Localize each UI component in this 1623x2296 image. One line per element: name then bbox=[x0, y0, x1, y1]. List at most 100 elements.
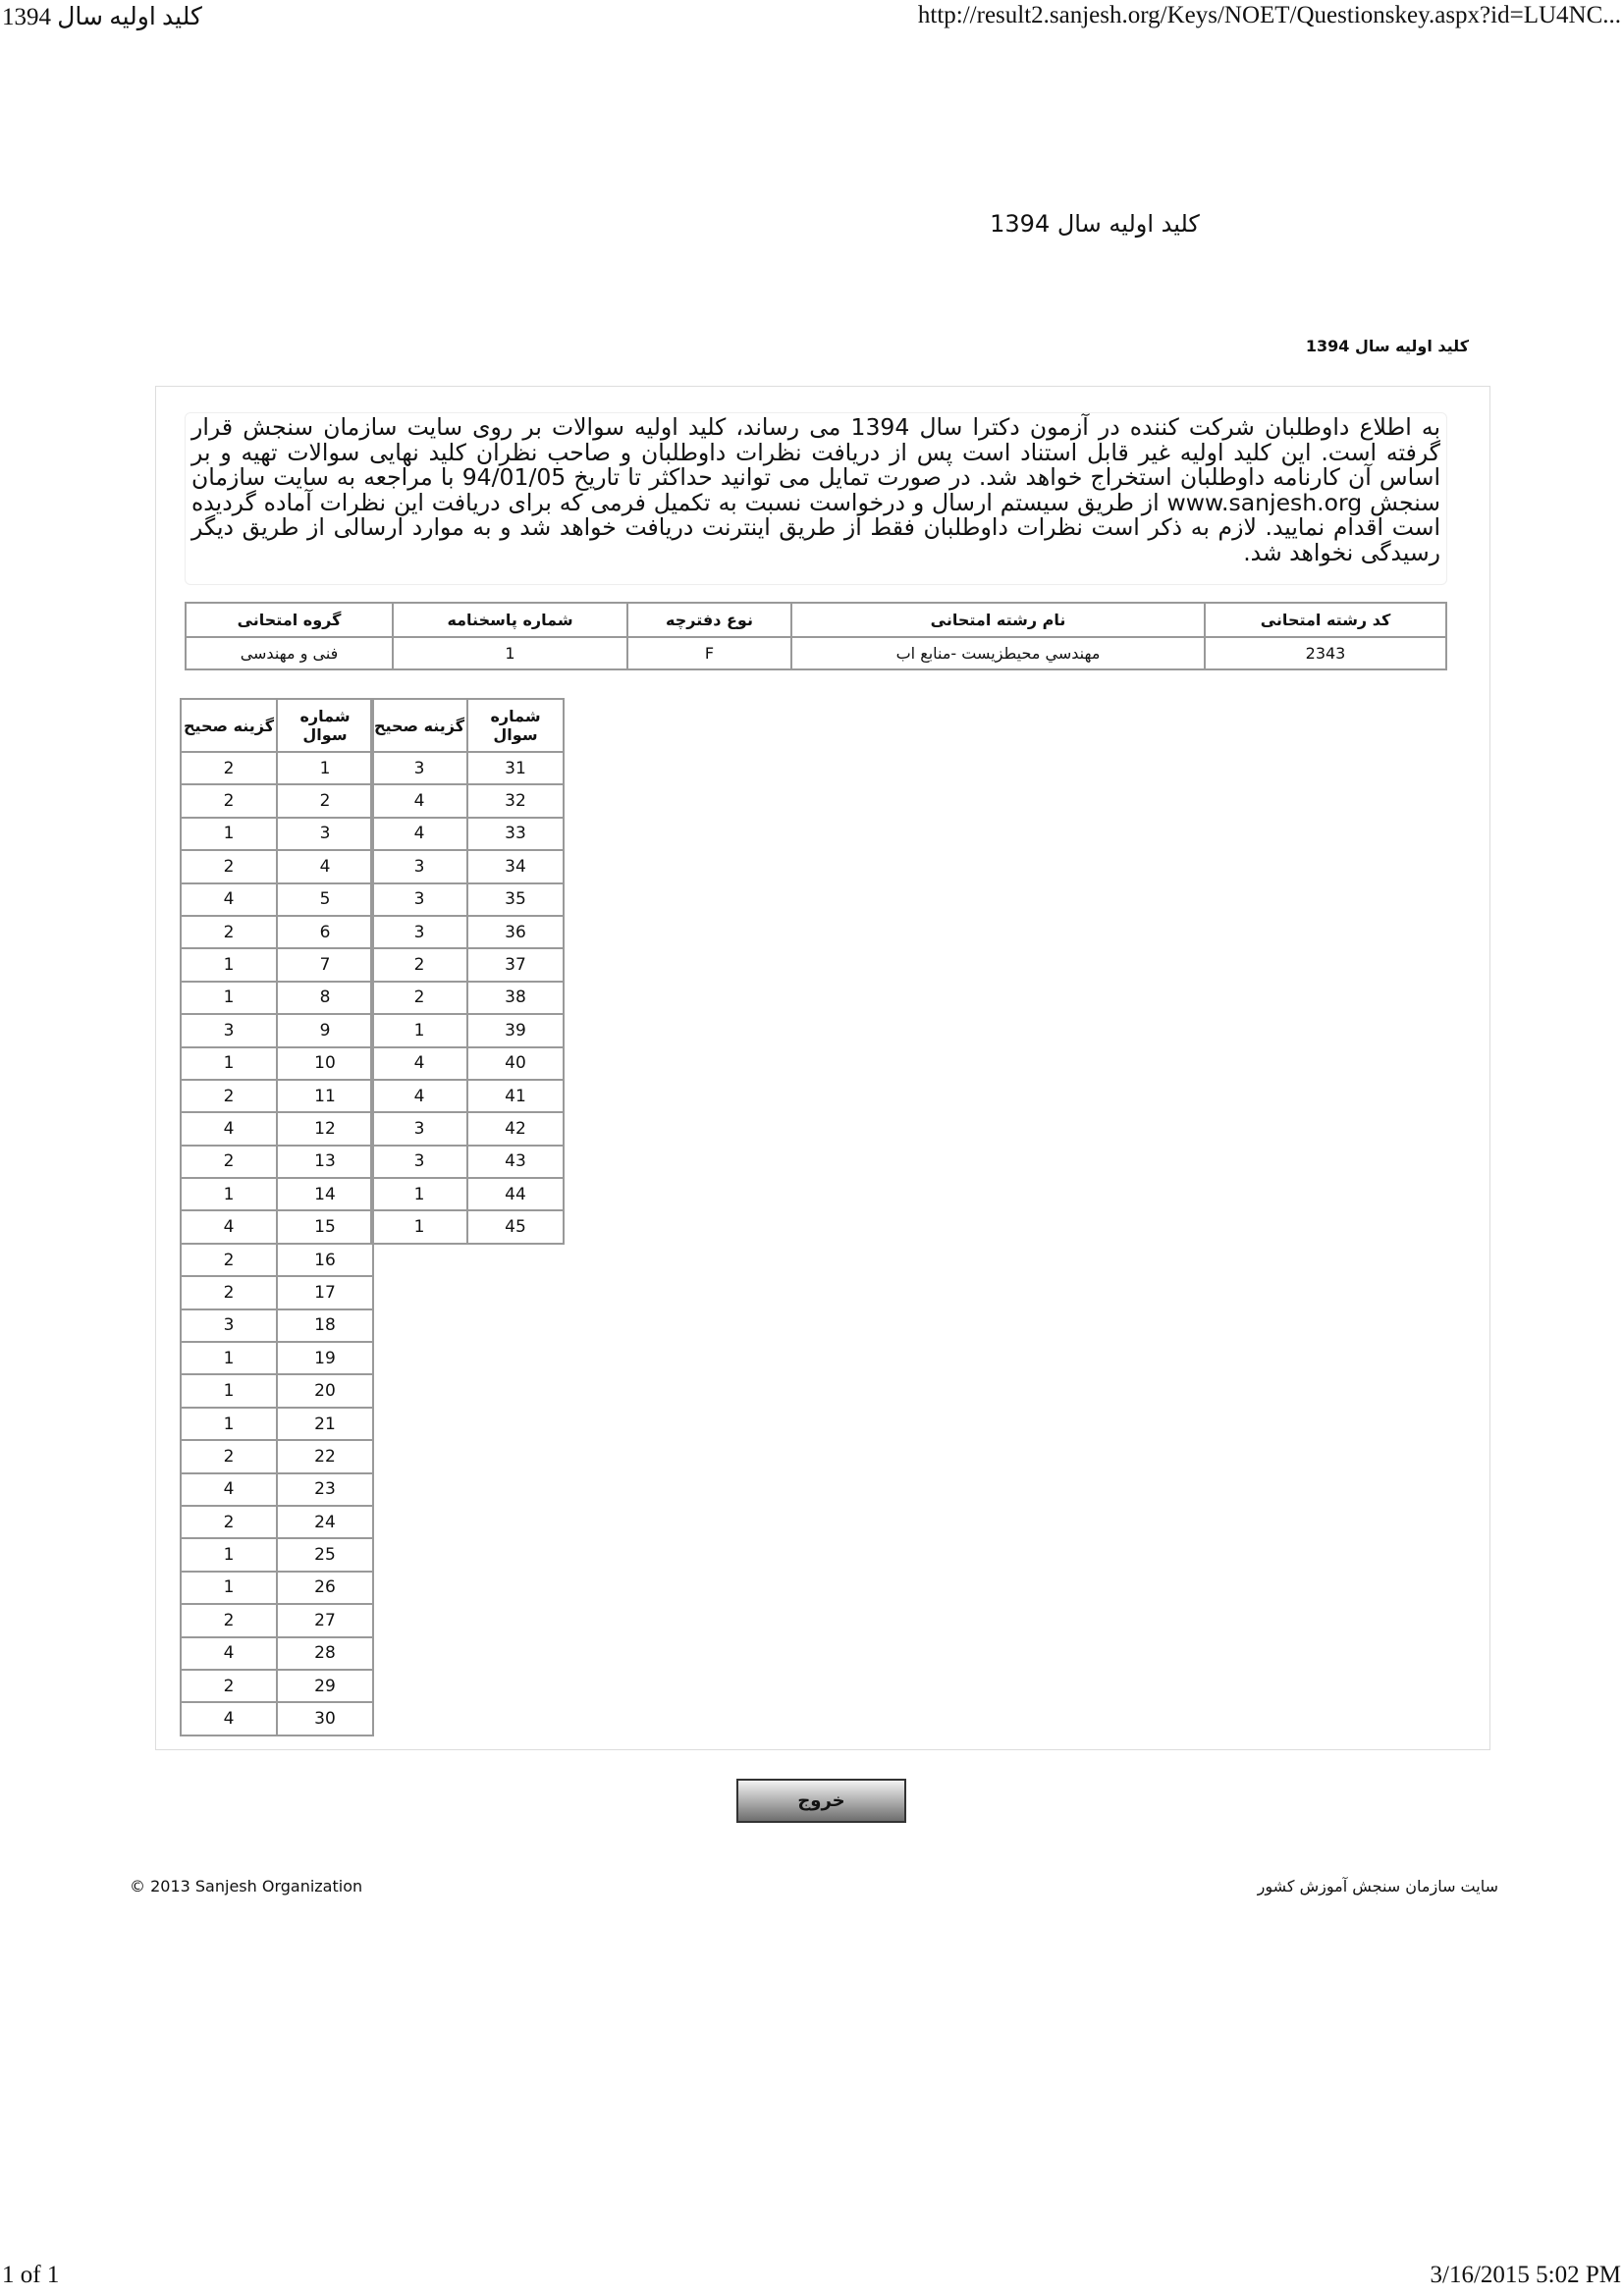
correct-option: 1 bbox=[180, 816, 278, 852]
correct-option: 4 bbox=[180, 1635, 278, 1671]
question-number: 18 bbox=[276, 1308, 374, 1344]
answer-row: 18 3 bbox=[180, 1308, 374, 1344]
answer-row: 10 1 bbox=[180, 1045, 374, 1081]
answer-row: 13 2 bbox=[180, 1144, 374, 1180]
answer-row: 33 4 bbox=[370, 816, 565, 852]
exam-group: فنی و مهندسی bbox=[185, 636, 394, 670]
correct-option: 3 bbox=[180, 1308, 278, 1344]
question-number: 14 bbox=[276, 1177, 374, 1212]
answer-row: 20 1 bbox=[180, 1373, 374, 1409]
question-number: 20 bbox=[276, 1373, 374, 1409]
header-booklet-type: نوع دفترچه bbox=[626, 602, 792, 638]
answer-sheet-number: 1 bbox=[392, 636, 628, 670]
exit-button[interactable]: خروج bbox=[736, 1779, 906, 1823]
answer-row: 19 1 bbox=[180, 1341, 374, 1376]
answer-row: 17 2 bbox=[180, 1275, 374, 1310]
answer-row: 37 2 bbox=[370, 947, 565, 983]
question-number: 8 bbox=[276, 980, 374, 1016]
question-number: 17 bbox=[276, 1275, 374, 1310]
correct-option: 2 bbox=[180, 1242, 278, 1278]
question-number: 25 bbox=[276, 1537, 374, 1573]
answer-row: 14 1 bbox=[180, 1177, 374, 1212]
question-number: 32 bbox=[466, 783, 565, 819]
question-number: 24 bbox=[276, 1504, 374, 1540]
correct-option: 2 bbox=[370, 947, 468, 983]
correct-option: 1 bbox=[180, 947, 278, 983]
correct-option: 2 bbox=[180, 1144, 278, 1180]
question-number: 44 bbox=[466, 1177, 565, 1212]
answer-row: 38 2 bbox=[370, 980, 565, 1016]
print-page-title: كليد اوليه سال 1394 bbox=[2, 4, 202, 30]
correct-option: 3 bbox=[370, 881, 468, 917]
correct-option: 2 bbox=[180, 1504, 278, 1540]
answer-row: 26 1 bbox=[180, 1570, 374, 1606]
question-number: 42 bbox=[466, 1111, 565, 1147]
answer-row: 40 4 bbox=[370, 1045, 565, 1081]
question-number: 27 bbox=[276, 1603, 374, 1638]
answer-row: 32 4 bbox=[370, 783, 565, 819]
header-correct-option: گزینه صحیح bbox=[180, 698, 278, 753]
question-number: 10 bbox=[276, 1045, 374, 1081]
correct-option: 2 bbox=[180, 849, 278, 884]
question-number: 22 bbox=[276, 1439, 374, 1474]
answer-row: 23 4 bbox=[180, 1471, 374, 1507]
print-page-number: 1 of 1 bbox=[2, 2262, 60, 2288]
correct-option: 2 bbox=[180, 1603, 278, 1638]
print-datetime: 3/16/2015 5:02 PM bbox=[1430, 2262, 1621, 2288]
question-number: 13 bbox=[276, 1144, 374, 1180]
correct-option: 1 bbox=[370, 1209, 468, 1245]
booklet-type: F bbox=[626, 636, 792, 670]
question-number: 7 bbox=[276, 947, 374, 983]
correct-option: 3 bbox=[370, 1144, 468, 1180]
header-field-code: كد رشته امتحانی bbox=[1204, 602, 1447, 638]
answer-row: 36 3 bbox=[370, 914, 565, 950]
correct-option: 2 bbox=[180, 1439, 278, 1474]
correct-option: 4 bbox=[180, 1701, 278, 1736]
answer-row: 25 1 bbox=[180, 1537, 374, 1573]
question-number: 4 bbox=[276, 849, 374, 884]
correct-option: 2 bbox=[180, 914, 278, 950]
content-box bbox=[155, 386, 1490, 1750]
answer-row: 21 1 bbox=[180, 1406, 374, 1442]
question-number: 12 bbox=[276, 1111, 374, 1147]
correct-option: 2 bbox=[370, 980, 468, 1016]
answer-row: 22 2 bbox=[180, 1439, 374, 1474]
answer-row: 39 1 bbox=[370, 1013, 565, 1048]
notice-text: به اطلاع داوطلبان شرکت کننده در آزمون دک… bbox=[185, 412, 1447, 585]
question-number: 2 bbox=[276, 783, 374, 819]
correct-option: 1 bbox=[180, 1406, 278, 1442]
correct-option: 3 bbox=[370, 849, 468, 884]
print-url: http://result2.sanjesh.org/Keys/NOET/Que… bbox=[917, 2, 1621, 28]
correct-option: 4 bbox=[370, 1078, 468, 1114]
correct-option: 1 bbox=[180, 1570, 278, 1606]
section-title: كليد اوليه سال 1394 bbox=[1305, 337, 1469, 355]
correct-option: 1 bbox=[180, 980, 278, 1016]
site-link[interactable]: سایت سازمان سنجش آموزش کشور bbox=[1257, 1877, 1498, 1896]
question-number: 39 bbox=[466, 1013, 565, 1048]
page-title: كليد اوليه سال 1394 bbox=[990, 210, 1200, 238]
question-number: 35 bbox=[466, 881, 565, 917]
correct-option: 3 bbox=[370, 750, 468, 786]
question-number: 28 bbox=[276, 1635, 374, 1671]
answer-row: 44 1 bbox=[370, 1177, 565, 1212]
question-number: 36 bbox=[466, 914, 565, 950]
correct-option: 4 bbox=[370, 1045, 468, 1081]
answer-row: 42 3 bbox=[370, 1111, 565, 1147]
correct-option: 1 bbox=[370, 1013, 468, 1048]
answer-row: 15 4 bbox=[180, 1209, 374, 1245]
correct-option: 4 bbox=[370, 816, 468, 852]
header-exam-group: گروه امتحانی bbox=[185, 602, 394, 638]
question-number: 1 bbox=[276, 750, 374, 786]
answer-row: 28 4 bbox=[180, 1635, 374, 1671]
question-number: 21 bbox=[276, 1406, 374, 1442]
answer-table-2: شماره سوال گزینه صحیح 31 3 32 4 33 4 34 3 35 3 36 3 37… bbox=[370, 698, 565, 1245]
correct-option: 4 bbox=[180, 881, 278, 917]
header-correct-option: گزینه صحیح bbox=[370, 698, 468, 753]
correct-option: 2 bbox=[180, 750, 278, 786]
